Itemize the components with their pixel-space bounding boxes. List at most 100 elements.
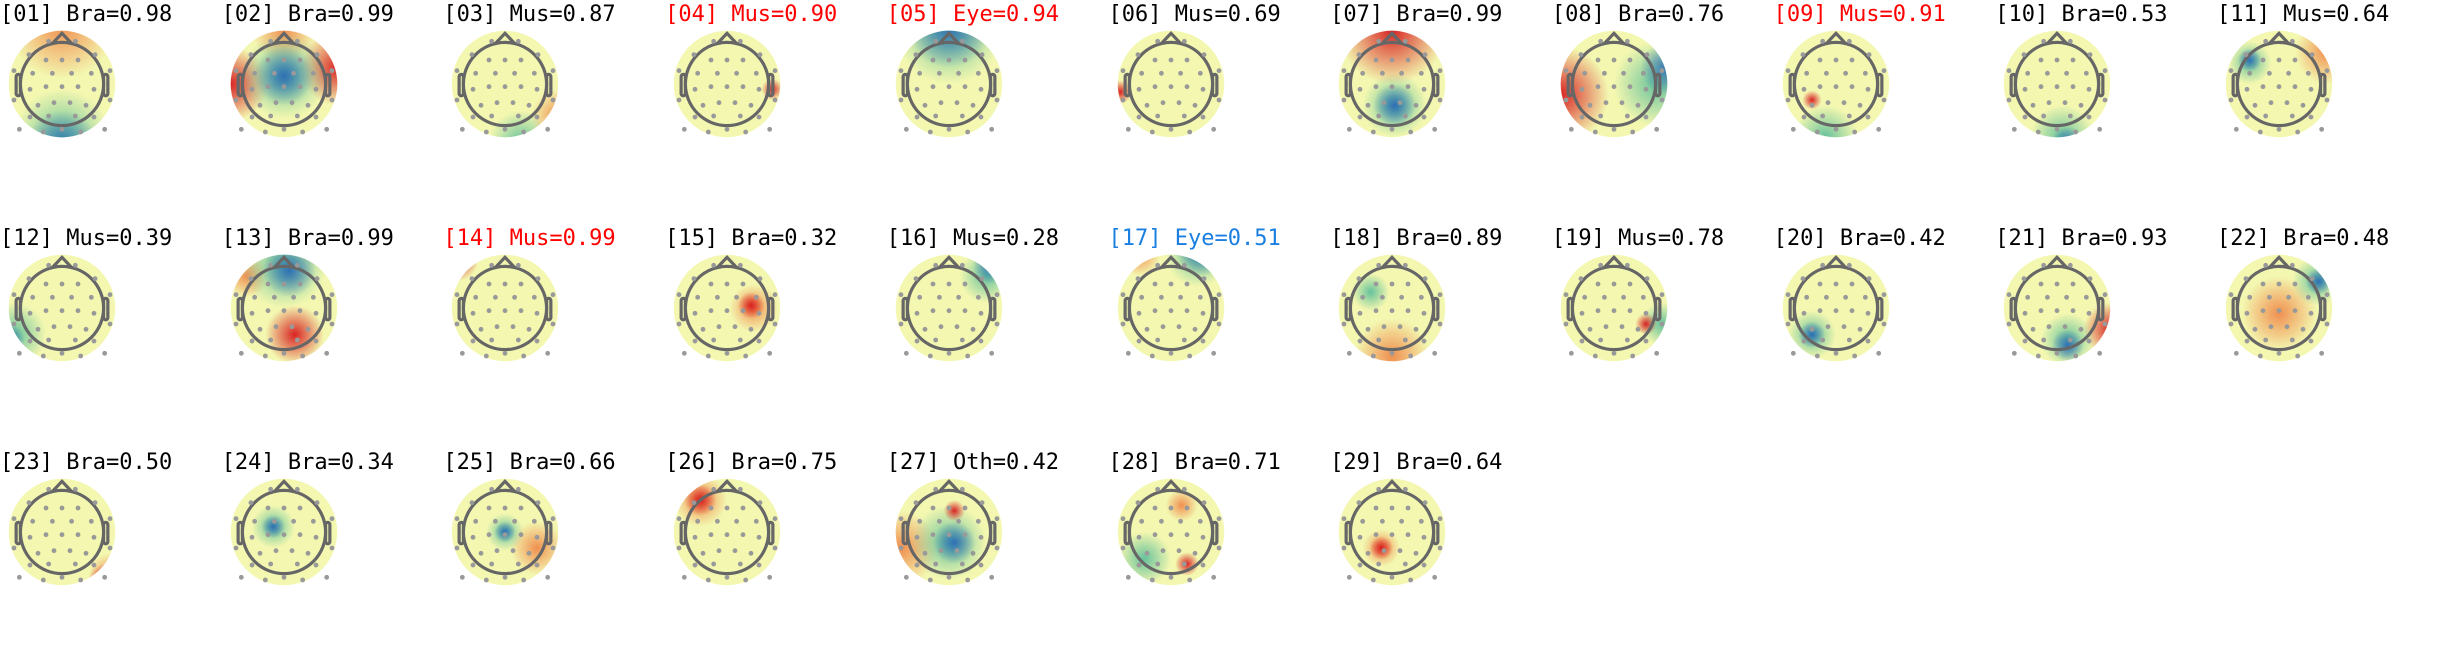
head-outline-icon	[1123, 255, 1218, 352]
electrode	[917, 70, 922, 76]
electrode	[2292, 57, 2298, 63]
electrode	[1200, 310, 1205, 316]
electrode	[1135, 500, 1140, 506]
electrode	[938, 548, 944, 554]
scalp-map	[673, 254, 781, 362]
electrode	[92, 276, 98, 282]
electrode	[2064, 70, 2070, 76]
electrode	[715, 294, 720, 300]
electrode	[1125, 350, 1131, 356]
scalp-field	[673, 254, 781, 362]
electrode	[1389, 505, 1395, 511]
electrode	[738, 38, 743, 44]
electrode	[516, 337, 522, 343]
electrode	[2038, 57, 2044, 63]
electrode	[27, 562, 33, 568]
electrode	[1144, 102, 1149, 108]
electrode	[550, 516, 556, 522]
electrode	[329, 516, 335, 522]
electrode	[51, 100, 57, 106]
electrode	[11, 68, 17, 74]
electrode	[265, 505, 271, 511]
electrode	[933, 561, 938, 567]
electrode	[1152, 505, 1157, 511]
electrode	[1833, 350, 1838, 356]
electrode	[59, 126, 65, 132]
electrode	[510, 324, 516, 330]
electrode	[724, 57, 730, 63]
electrode	[2102, 321, 2108, 327]
component-topomap: [08] Bra=0.76	[1552, 0, 1774, 222]
electrode	[493, 294, 499, 300]
electrode	[2319, 350, 2325, 356]
component-title: [09] Mus=0.91	[1773, 2, 1946, 27]
electrode	[1865, 86, 1870, 92]
component-topomap: [15] Bra=0.32	[665, 224, 887, 446]
electrode	[305, 326, 311, 332]
electrode	[692, 114, 698, 120]
electrode	[691, 276, 697, 282]
electrode	[1152, 281, 1157, 287]
component-title: [12] Mus=0.39	[0, 226, 173, 251]
electrode	[1403, 337, 1408, 343]
electrode	[478, 326, 484, 332]
electrode	[676, 292, 682, 298]
electrode	[994, 516, 1000, 522]
electrode	[2087, 276, 2093, 282]
electrode	[75, 308, 81, 314]
electrode	[914, 86, 920, 92]
electrode	[265, 281, 271, 287]
electrode	[917, 518, 922, 524]
electrode	[754, 518, 759, 524]
electrode	[454, 97, 460, 103]
electrode	[1421, 86, 1427, 92]
electrode	[1849, 308, 1854, 314]
electrode	[297, 308, 303, 314]
electrode	[1875, 350, 1881, 356]
electrode	[1587, 102, 1593, 108]
electrode	[708, 84, 714, 90]
electrode	[1595, 281, 1601, 287]
electrode	[27, 534, 33, 540]
electrode	[1176, 324, 1181, 330]
electrode	[772, 292, 778, 298]
electrode	[938, 100, 944, 106]
electrode	[329, 97, 335, 103]
scalp-field	[1560, 254, 1668, 362]
electrode	[1841, 100, 1846, 106]
electrode	[297, 84, 303, 90]
electrode	[1168, 574, 1173, 580]
electrode	[1603, 324, 1609, 330]
electrode	[756, 562, 762, 568]
electrode	[470, 534, 476, 540]
electrode	[2244, 86, 2250, 92]
electrode	[1399, 294, 1405, 300]
electrode	[1881, 68, 1886, 74]
electrode	[313, 338, 319, 344]
electrode	[2305, 70, 2311, 76]
electrode	[2284, 100, 2290, 106]
electrode	[267, 337, 273, 343]
electrode	[310, 518, 316, 524]
electrode	[1373, 84, 1379, 90]
electrode	[536, 500, 541, 506]
electrode	[724, 308, 730, 314]
electrode	[502, 57, 508, 63]
electrode	[1376, 337, 1382, 343]
electrode	[1154, 262, 1160, 268]
electrode	[550, 292, 556, 298]
scalp-map	[2225, 254, 2333, 362]
electrode	[989, 350, 994, 356]
electrode	[2308, 86, 2314, 92]
electrode	[1432, 574, 1438, 580]
electrode	[59, 57, 65, 63]
electrode	[979, 500, 985, 506]
electrode	[281, 84, 287, 90]
electrode	[772, 545, 778, 551]
electrode	[1578, 52, 1584, 58]
electrode	[1371, 577, 1376, 583]
scalp-map	[1117, 478, 1224, 586]
electrode	[2228, 321, 2234, 327]
electrode	[1833, 126, 1838, 132]
electrode	[88, 294, 94, 300]
